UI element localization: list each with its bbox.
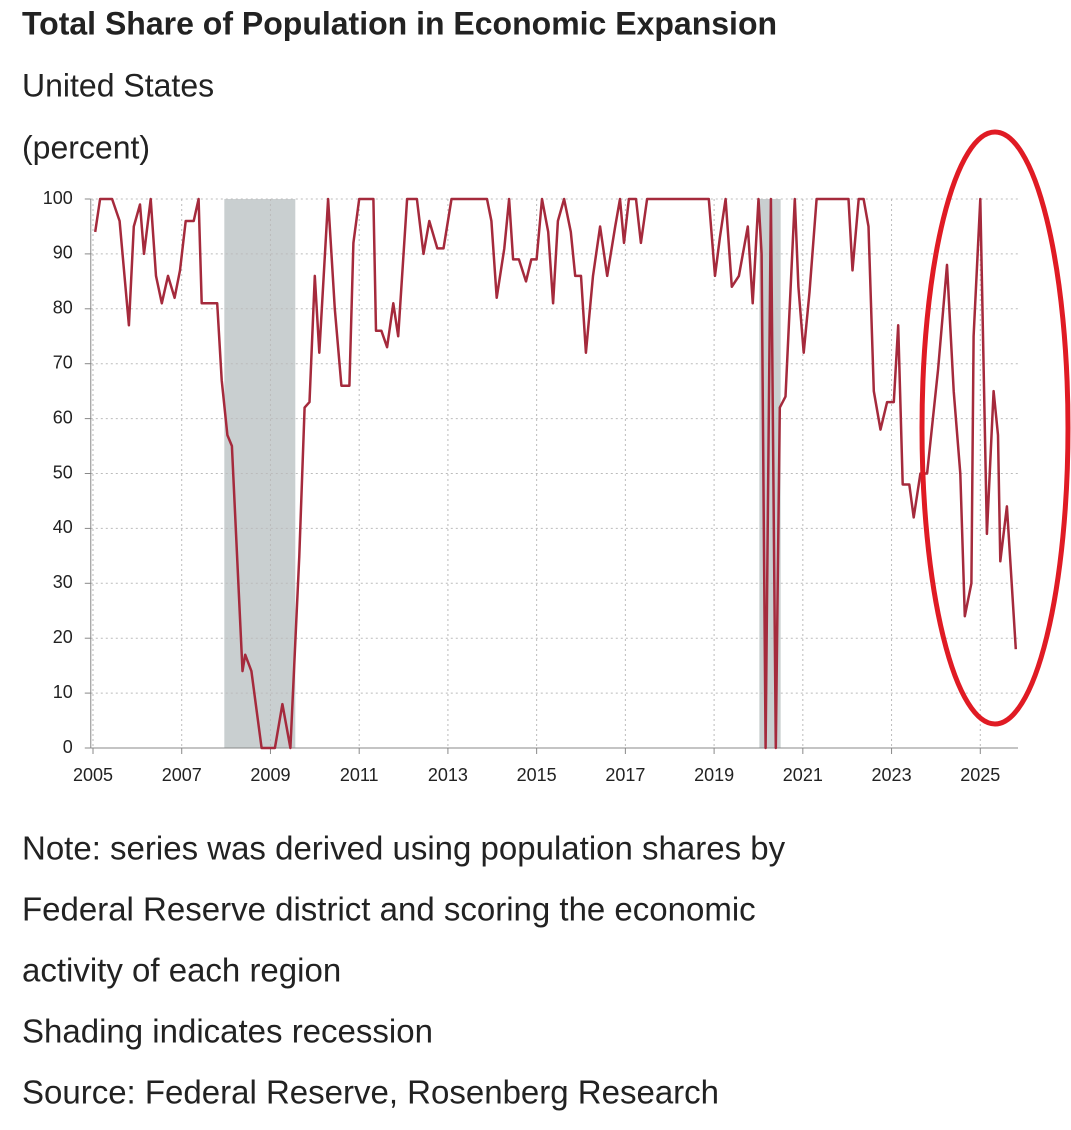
y-tick-label: 70 (53, 352, 73, 372)
x-tick-label: 2017 (605, 765, 645, 785)
x-tick-label: 2025 (960, 765, 1000, 785)
x-tick-label: 2011 (340, 765, 379, 785)
x-tick-label: 2005 (73, 765, 113, 785)
y-tick-label: 0 (63, 737, 73, 757)
y-tick-label: 100 (43, 188, 73, 208)
recession-band (224, 199, 296, 748)
x-tick-label: 2021 (783, 765, 823, 785)
x-tick-label: 2023 (872, 765, 912, 785)
note-line: Federal Reserve district and scoring the… (22, 891, 756, 928)
y-tick-label: 30 (53, 572, 73, 592)
x-tick-label: 2015 (517, 765, 557, 785)
notes: Note: series was derived using populatio… (22, 830, 786, 1111)
x-tick-label: 2009 (250, 765, 290, 785)
x-tick-label: 2013 (428, 765, 468, 785)
y-tick-label: 40 (53, 517, 73, 537)
y-tick-label: 20 (53, 627, 73, 647)
plot-area: 0 10 20 30 40 50 60 70 80 90 100 2005 2007 2009 2011 20… (43, 188, 1018, 785)
x-tick-label: 2019 (694, 765, 734, 785)
y-tick-label: 10 (53, 682, 73, 702)
note-line: activity of each region (22, 952, 341, 989)
note-line: Note: series was derived using populatio… (22, 830, 786, 867)
note-line: Source: Federal Reserve, Rosenberg Resea… (22, 1074, 719, 1111)
data-line (93, 197, 1018, 750)
chart-subtitle: United States (22, 67, 214, 103)
y-tick-label: 90 (53, 243, 73, 263)
chart-title: Total Share of Population in Economic Ex… (22, 5, 777, 41)
y-tick-label: 50 (53, 462, 73, 482)
unit-label: (percent) (22, 129, 150, 165)
highlight-ellipse (919, 129, 1071, 727)
y-tick-label: 60 (53, 407, 73, 427)
x-tick-label: 2007 (162, 765, 202, 785)
y-tick-label: 80 (53, 298, 73, 318)
note-line: Shading indicates recession (22, 1013, 433, 1050)
